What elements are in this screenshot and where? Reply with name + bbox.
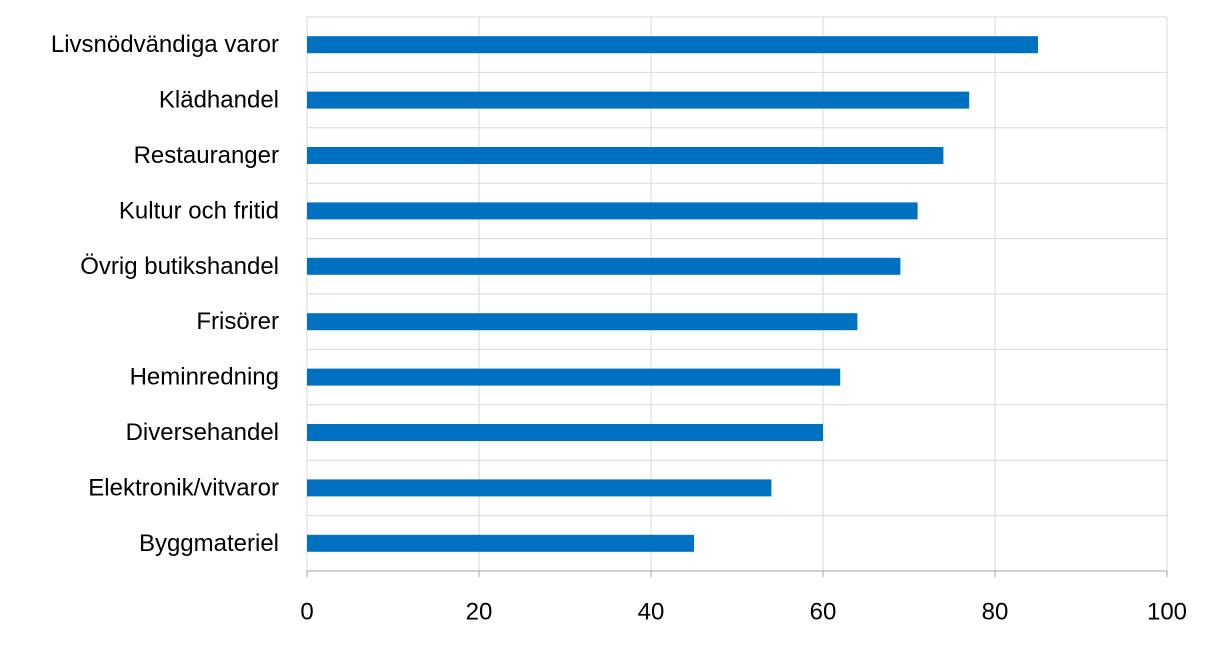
x-tick-label: 100 <box>1147 599 1187 626</box>
category-label: Diversehandel <box>126 419 279 446</box>
bar <box>307 202 918 220</box>
x-tick-label: 60 <box>810 599 837 626</box>
x-tick-label: 40 <box>638 599 665 626</box>
category-label: Byggmateriel <box>139 530 279 557</box>
category-label: Övrig butikshandel <box>80 253 279 280</box>
category-label: Kultur och fritid <box>119 197 279 224</box>
category-labels: Livsnödvändiga varor Klädhandel Restaurang… <box>51 31 279 557</box>
bar <box>307 147 944 164</box>
category-label: Livsnödvändiga varor <box>51 31 279 58</box>
category-label: Elektronik/vitvaror <box>88 474 279 501</box>
x-tick-labels: 0 20 40 60 80 100 <box>300 599 1187 626</box>
bar <box>307 368 841 386</box>
category-label: Klädhandel <box>159 87 279 114</box>
bar <box>307 534 694 552</box>
category-label: Restauranger <box>134 142 279 169</box>
bar <box>307 91 970 109</box>
bars <box>307 36 1038 552</box>
x-tick-label: 80 <box>982 599 1009 626</box>
x-tick-label: 0 <box>300 599 313 626</box>
bar <box>307 424 823 441</box>
bar <box>307 313 858 331</box>
bar <box>307 36 1038 54</box>
bar <box>307 257 901 275</box>
bar <box>307 479 772 497</box>
category-label: Frisörer <box>196 308 279 335</box>
category-label: Heminredning <box>130 364 279 391</box>
x-tick-label: 20 <box>466 599 493 626</box>
x-axis <box>306 570 1168 577</box>
